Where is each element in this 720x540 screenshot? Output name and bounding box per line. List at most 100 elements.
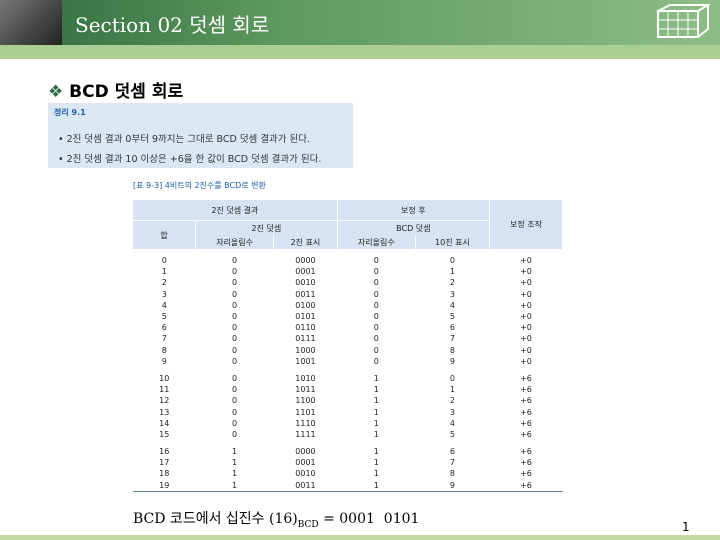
table-cell: 15 [159, 429, 170, 439]
table-cell: 0010 [295, 278, 316, 288]
table-cell: 0100 [295, 300, 316, 310]
table-row: 5 0 0101 0 5 +0 [133, 311, 563, 322]
table-cell: +6 [520, 480, 532, 490]
bottom-bar [0, 535, 720, 540]
table-cell: 12 [159, 396, 170, 406]
table-cell: 0110 [295, 323, 316, 333]
table-cell: 1010 [295, 373, 316, 383]
theorem-item: • 2진 덧셈 결과 0부터 9까지는 그대로 BCD 덧셈 결과가 된다. [58, 134, 311, 145]
table-cell: 9 [449, 480, 455, 490]
table-row: 7 0 0111 0 7 +0 [133, 333, 563, 344]
table-cell: 4 [449, 300, 455, 310]
table-cell: 0 [449, 373, 455, 383]
table-row: 13 0 1101 1 3 +6 [133, 406, 563, 417]
table-cell: 1 [232, 480, 238, 490]
table-cell: 1 [232, 469, 238, 479]
table-cell: 1 [449, 385, 455, 395]
table-cell: +0 [520, 312, 532, 322]
page-number: 1 [682, 520, 690, 534]
subtitle: ❖ BCD 덧셈 회로 [48, 82, 184, 102]
table-body: 0 0 0000 0 0 +0 1 0 0001 0 1 +0 2 0 0010 0 2 +0 3 0 0011 0 3 +0… [133, 249, 563, 492]
table-cell: 0011 [295, 289, 316, 299]
theorem-item-text: 2진 덧셈 결과 10 이상은 +6을 한 값이 BCD 덧셈 결과가 된다. [66, 154, 322, 165]
table-cell: 1 [373, 418, 379, 428]
table-row: 9 0 1001 0 9 +0 [133, 356, 563, 367]
table-cell: 16 [159, 447, 170, 457]
table-cell: 7 [449, 334, 455, 344]
th: BCD 덧셈 [337, 220, 491, 235]
table-cell: 0 [449, 256, 455, 266]
table-cell: 0 [373, 312, 379, 322]
table-cell: 0 [232, 323, 238, 333]
table-cell: 0001 [295, 267, 316, 277]
table-cell: 11 [159, 385, 170, 395]
table-cell: +0 [520, 278, 532, 288]
footer-main: BCD 코드에서 십진수 (16) [133, 511, 298, 527]
table-cell: 0 [232, 385, 238, 395]
header-line [0, 45, 720, 59]
table-row: 12 0 1100 1 2 +6 [133, 395, 563, 406]
header-title: Section 02 덧셈 회로 [75, 13, 270, 37]
table-cell: 0 [232, 278, 238, 288]
table-cell: 0010 [295, 469, 316, 479]
table-cell: 2 [449, 396, 455, 406]
table-row: 1 0 0001 0 1 +0 [133, 266, 563, 277]
table-cell: 1100 [295, 396, 316, 406]
table-cell: 0 [232, 312, 238, 322]
table-cell: 8 [449, 469, 455, 479]
table-cell: 13 [159, 407, 170, 417]
table-cell: 7 [449, 458, 455, 468]
th: 2진 덧셈 [195, 220, 338, 235]
table-cell: 0 [232, 289, 238, 299]
theorem-box: 정리 9.1 • 2진 덧셈 결과 0부터 9까지는 그대로 BCD 덧셈 결과… [48, 103, 353, 168]
table-cell: 0 [232, 396, 238, 406]
th: 합 [133, 220, 196, 249]
table-cell: 0101 [295, 312, 316, 322]
table-cell: 0 [232, 345, 238, 355]
table-cell: 6 [449, 447, 455, 457]
table-cell: 1111 [295, 429, 316, 439]
table-cell: 3 [161, 289, 167, 299]
table-cell: +6 [520, 407, 532, 417]
table-cell: 0 [232, 356, 238, 366]
table-cell: 1 [373, 407, 379, 417]
table-cell: 2 [449, 278, 455, 288]
table-row: 6 0 0110 0 6 +0 [133, 322, 563, 333]
table-cell: +6 [520, 429, 532, 439]
table-cell: 2 [161, 278, 167, 288]
table-cell: 0 [232, 256, 238, 266]
table-cell: +6 [520, 447, 532, 457]
table-row: 14 0 1110 1 4 +6 [133, 418, 563, 429]
table-cell: 0 [232, 267, 238, 277]
table-row: 11 0 1011 1 1 +6 [133, 384, 563, 395]
theorem-item: • 2진 덧셈 결과 10 이상은 +6을 한 값이 BCD 덧셈 결과가 된다… [58, 154, 322, 165]
th: 10진 표시 [415, 235, 491, 249]
table-cell: 0 [373, 334, 379, 344]
table-cell: +6 [520, 418, 532, 428]
table-cell: 1 [373, 429, 379, 439]
table-cell: +0 [520, 323, 532, 333]
table-cell: 0 [232, 300, 238, 310]
table-row: 3 0 0011 0 3 +0 [133, 289, 563, 300]
table-cell: 0001 [295, 458, 316, 468]
table-cell: 1101 [295, 407, 316, 417]
table-cell: 0000 [295, 447, 316, 457]
footer-text: BCD 코드에서 십진수 (16)BCD = 0001 0101 [133, 508, 419, 530]
table-cell: 19 [159, 480, 170, 490]
theorem-item-text: 2진 덧셈 결과 0부터 9까지는 그대로 BCD 덧셈 결과가 된다. [66, 134, 311, 145]
table-cell: 1011 [295, 385, 316, 395]
table-cell: 1 [373, 396, 379, 406]
table-cell: 6 [449, 323, 455, 333]
table-cell: 3 [449, 289, 455, 299]
table-cell: 8 [161, 345, 167, 355]
table-cell: 1110 [295, 418, 316, 428]
table-cell: +6 [520, 373, 532, 383]
table-cell: 0 [232, 407, 238, 417]
table-cell: 6 [161, 323, 167, 333]
th: 자리올림수 [195, 235, 275, 249]
th: 보정 후 [337, 200, 491, 221]
theorem-label: 정리 9.1 [54, 108, 86, 117]
table-cell: 0 [373, 267, 379, 277]
table-cell: 0 [232, 429, 238, 439]
